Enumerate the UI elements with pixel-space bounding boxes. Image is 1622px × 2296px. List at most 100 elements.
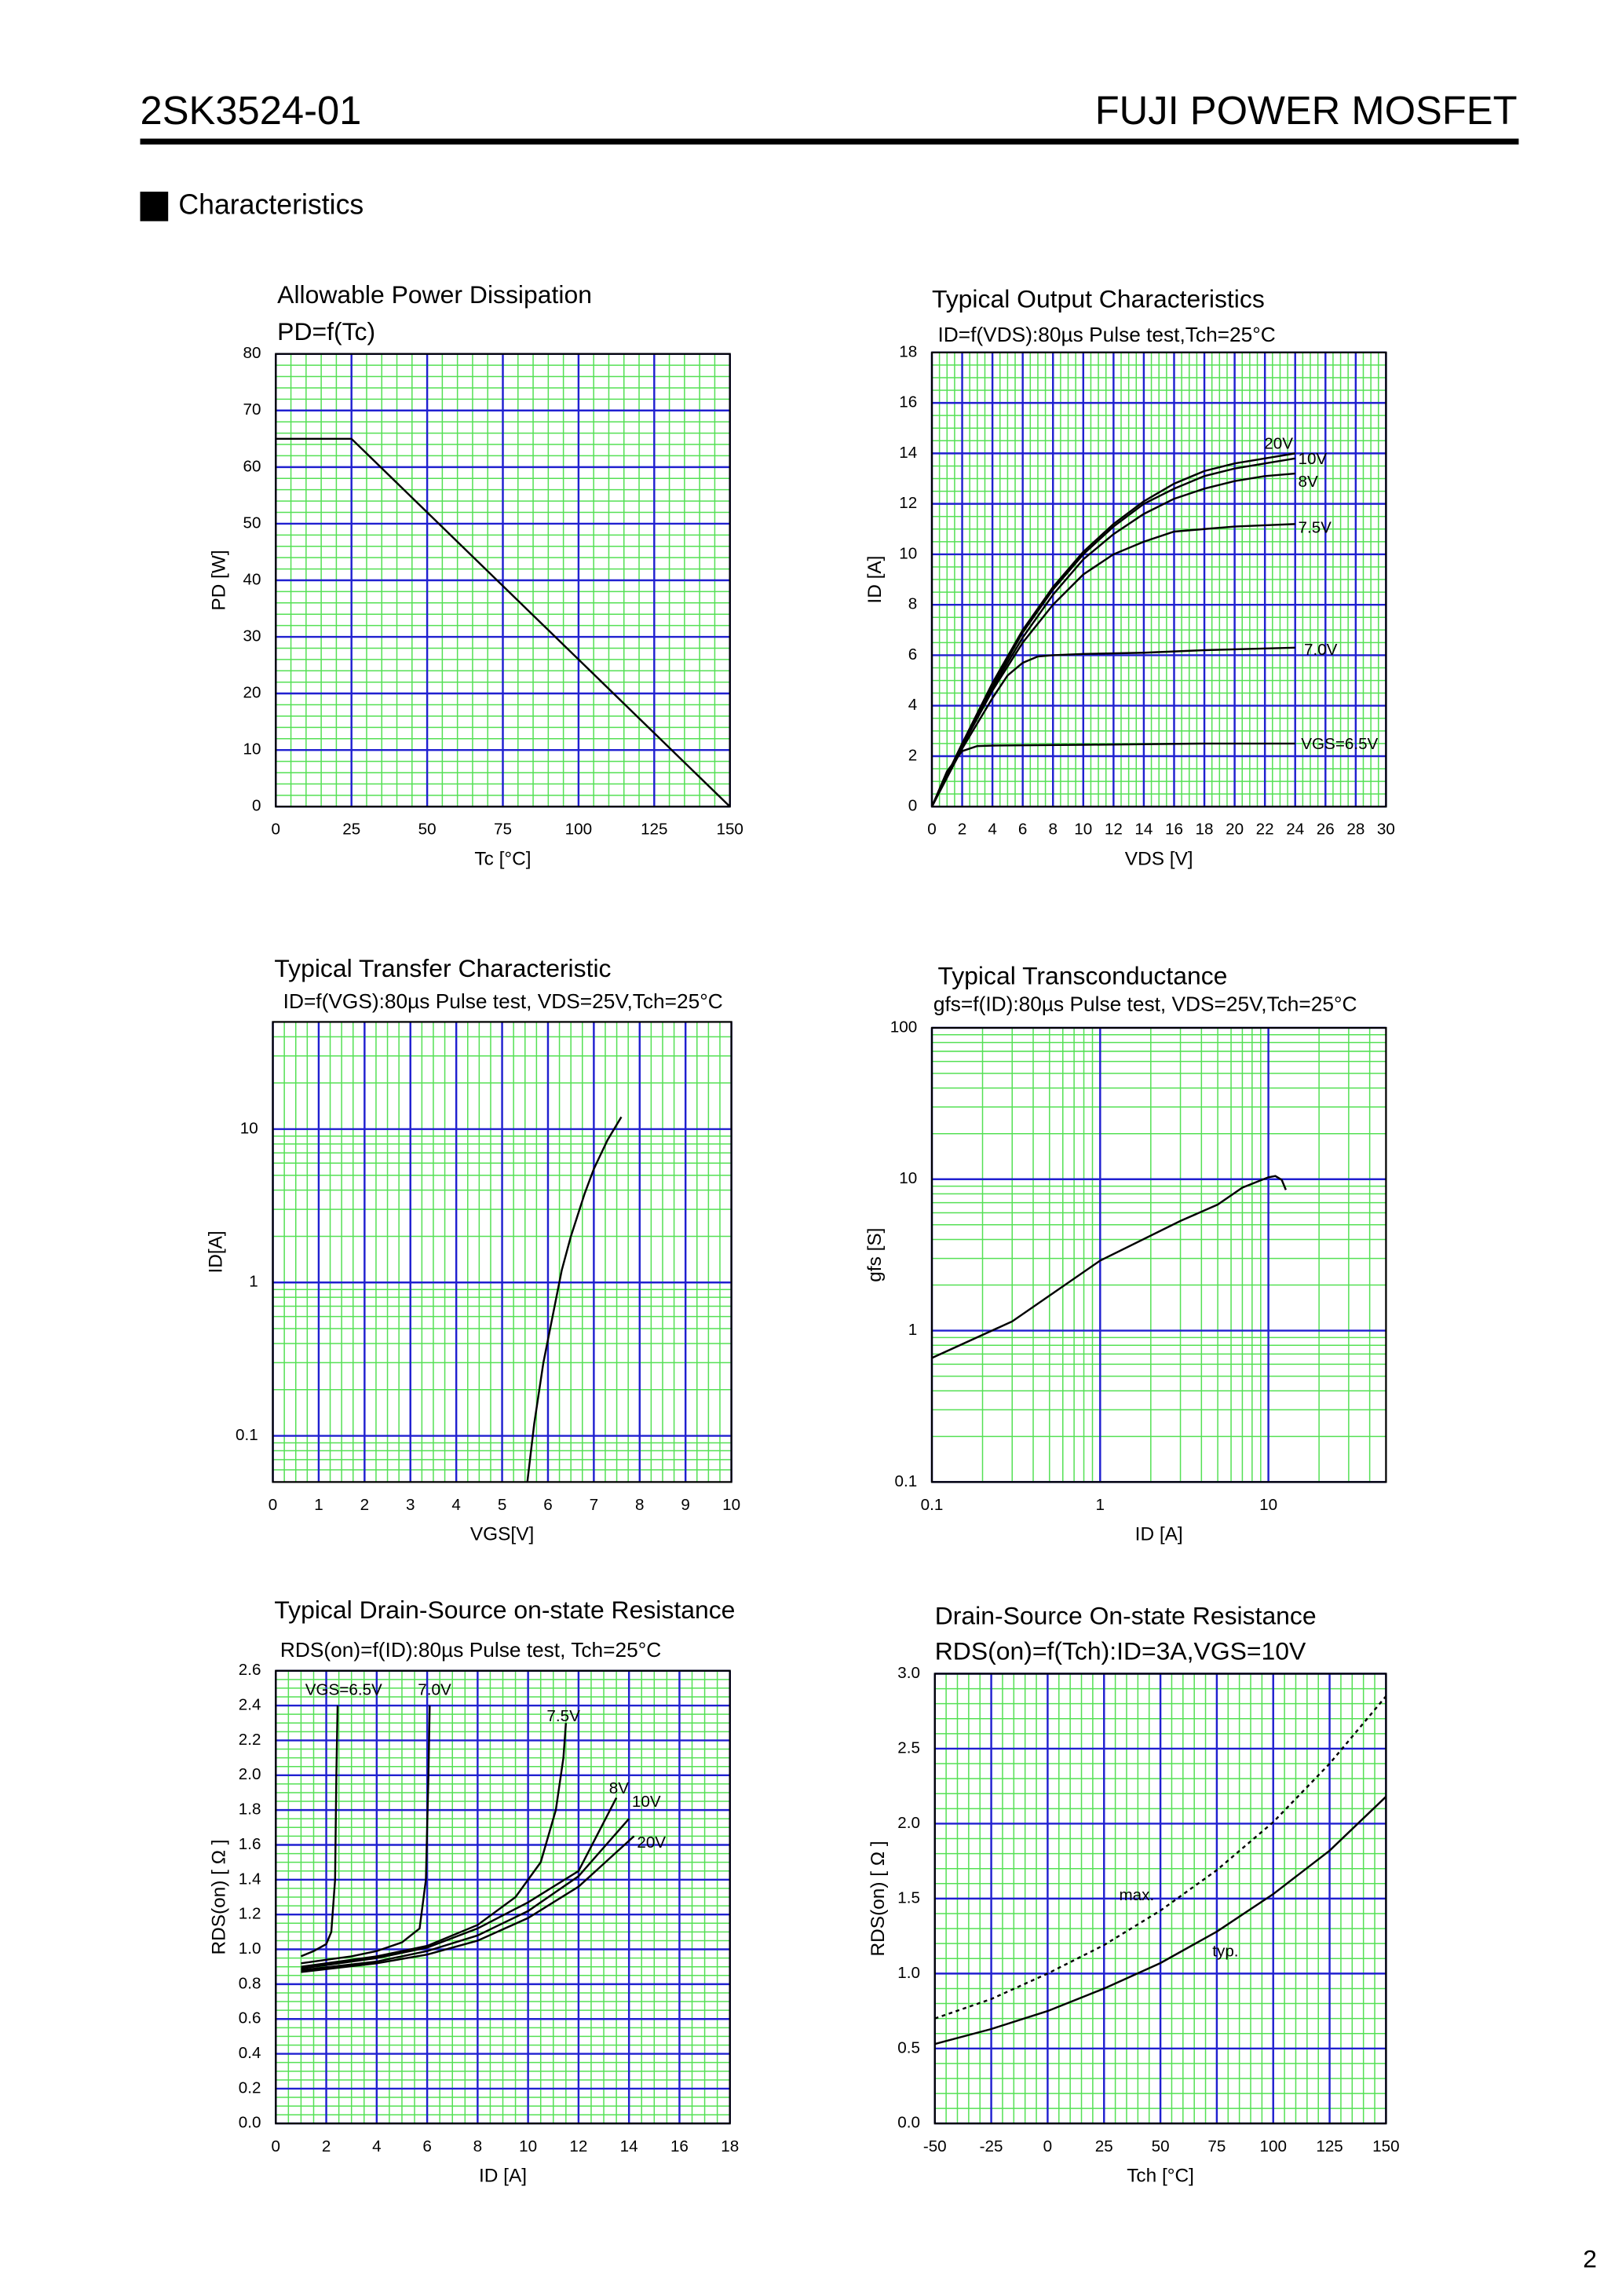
- x-tick-label: 12: [1105, 821, 1123, 839]
- y-tick-label: 1.0: [897, 1964, 920, 1982]
- y-tick-label: 0.0: [239, 2114, 261, 2132]
- x-tick-label: 3: [406, 1496, 415, 1514]
- x-tick-label: -50: [923, 2137, 947, 2155]
- x-tick-label: 75: [494, 821, 512, 839]
- plot-frame: [930, 1026, 1387, 1483]
- x-tick-label: 10: [1074, 821, 1092, 839]
- x-tick-label: 0.1: [921, 1496, 944, 1514]
- chart-title: Typical Drain-Source on-state Resistance: [274, 1596, 735, 1624]
- chart-subtitle: ID=f(VGS):80µs Pulse test, VDS=25V,Tch=2…: [283, 989, 723, 1013]
- y-tick-label: 1: [908, 1321, 917, 1339]
- y-tick-label: 1: [249, 1273, 258, 1291]
- chart-subtitle: PD=f(Tc): [277, 317, 375, 345]
- y-tick-label: 30: [243, 627, 261, 645]
- y-tick-label: 18: [899, 342, 917, 360]
- series-label: 20V: [637, 1834, 666, 1852]
- series-label: 10V: [632, 1793, 661, 1811]
- y-tick-label: 0: [252, 797, 261, 815]
- data-line: [931, 1175, 1287, 1359]
- x-tick-label: 4: [372, 2137, 381, 2155]
- data-line: [934, 1695, 1387, 2020]
- y-axis-label: ID [A]: [864, 556, 886, 604]
- y-tick-label: 2.0: [239, 1765, 261, 1783]
- y-tick-label: 4: [908, 696, 917, 714]
- x-tick-label: 16: [1165, 821, 1183, 839]
- y-tick-label: 10: [899, 1169, 917, 1187]
- chart-title: Allowable Power Dissipation: [277, 280, 592, 309]
- x-tick-label: 12: [569, 2137, 587, 2155]
- data-line: [300, 1706, 339, 1958]
- series-label: 10V: [1298, 450, 1327, 468]
- x-tick-label: 2: [958, 821, 966, 839]
- x-tick-label: 6: [1018, 821, 1027, 839]
- y-tick-label: 0.6: [239, 2009, 261, 2027]
- x-tick-label: 75: [1207, 2137, 1226, 2155]
- x-axis-label: ID [A]: [479, 2165, 527, 2186]
- x-tick-label: 22: [1256, 821, 1274, 839]
- x-tick-label: 4: [988, 821, 996, 839]
- y-tick-label: 70: [243, 400, 261, 419]
- series-label: 8V: [1298, 473, 1317, 491]
- series-label: 20V: [1264, 435, 1293, 453]
- plot-frame: [275, 1669, 731, 2125]
- x-axis-label: VDS [V]: [1125, 848, 1193, 869]
- x-tick-label: 28: [1346, 821, 1364, 839]
- x-tick-label: 8: [1048, 821, 1057, 839]
- x-tick-label: 1: [1096, 1496, 1105, 1514]
- chart: Typical Transconductance gfs=f(ID):80µs P…: [864, 962, 1387, 1545]
- x-tick-label: 20: [1226, 821, 1244, 839]
- y-tick-label: 10: [240, 1119, 258, 1137]
- x-tick-label: 0: [272, 821, 280, 839]
- x-tick-label: 125: [641, 821, 667, 839]
- x-tick-label: 25: [1095, 2137, 1113, 2155]
- x-axis-label: Tch [°C]: [1127, 2165, 1194, 2186]
- y-tick-label: 0.8: [239, 1974, 261, 1992]
- series-label: VGS=6.5V: [305, 1681, 382, 1699]
- chart: Typical Drain-Source on-state Resistance…: [208, 1596, 739, 2186]
- x-tick-label: 8: [473, 2137, 482, 2155]
- chart: Typical Transfer Characteristic ID=f(VGS)…: [206, 954, 740, 1545]
- x-tick-label: 18: [1196, 821, 1214, 839]
- y-tick-label: 1.5: [897, 1888, 920, 1907]
- x-tick-label: 9: [681, 1496, 689, 1514]
- y-tick-label: 6: [908, 645, 917, 664]
- y-tick-label: 10: [899, 544, 917, 562]
- x-tick-label: 50: [418, 821, 437, 839]
- chart: Allowable Power Dissipation PD=f(Tc) 0 25 50…: [208, 280, 743, 869]
- x-tick-label: 0: [1043, 2137, 1052, 2155]
- y-tick-label: 0: [908, 797, 917, 815]
- series-label: 7.5V: [1298, 518, 1332, 536]
- chart-title: Drain-Source On-state Resistance: [935, 1602, 1317, 1630]
- y-tick-label: 2.5: [897, 1738, 920, 1757]
- plot-frame: [930, 351, 1387, 808]
- y-axis-label: PD [W]: [208, 550, 229, 610]
- plot-frame: [272, 1021, 732, 1483]
- x-tick-label: 6: [422, 2137, 431, 2155]
- y-tick-label: 2: [908, 746, 917, 764]
- x-tick-label: 26: [1317, 821, 1335, 839]
- x-tick-label: 16: [670, 2137, 689, 2155]
- y-tick-label: 0.5: [897, 2038, 920, 2057]
- page-number: 2: [1583, 2244, 1597, 2272]
- y-axis-label: RDS(on) [ Ω ]: [208, 1839, 229, 1954]
- data-line: [301, 1723, 568, 1968]
- y-tick-label: 12: [899, 494, 917, 512]
- x-tick-label: 10: [722, 1496, 740, 1514]
- y-tick-label: 1.6: [239, 1835, 261, 1853]
- x-axis-label: Tc [°C]: [474, 848, 531, 869]
- data-line: [301, 1706, 431, 1965]
- brand: FUJI POWER MOSFET: [1095, 88, 1518, 133]
- y-axis-label: ID[A]: [206, 1230, 227, 1273]
- series-label: max.: [1119, 1886, 1154, 1904]
- y-tick-label: 2.6: [239, 1661, 261, 1679]
- chart-title: Typical Transconductance: [938, 962, 1228, 990]
- x-tick-label: 18: [721, 2137, 739, 2155]
- chart-subtitle: RDS(on)=f(Tch):ID=3A,VGS=10V: [935, 1637, 1306, 1665]
- plot-background: [931, 1027, 1386, 1483]
- data-line: [301, 1797, 618, 1970]
- y-tick-label: 0.0: [897, 2114, 920, 2132]
- chart-subtitle: RDS(on)=f(ID):80µs Pulse test, Tch=25°C: [280, 1638, 661, 1662]
- y-tick-label: 10: [243, 740, 261, 759]
- series-label: 7.0V: [1304, 641, 1338, 659]
